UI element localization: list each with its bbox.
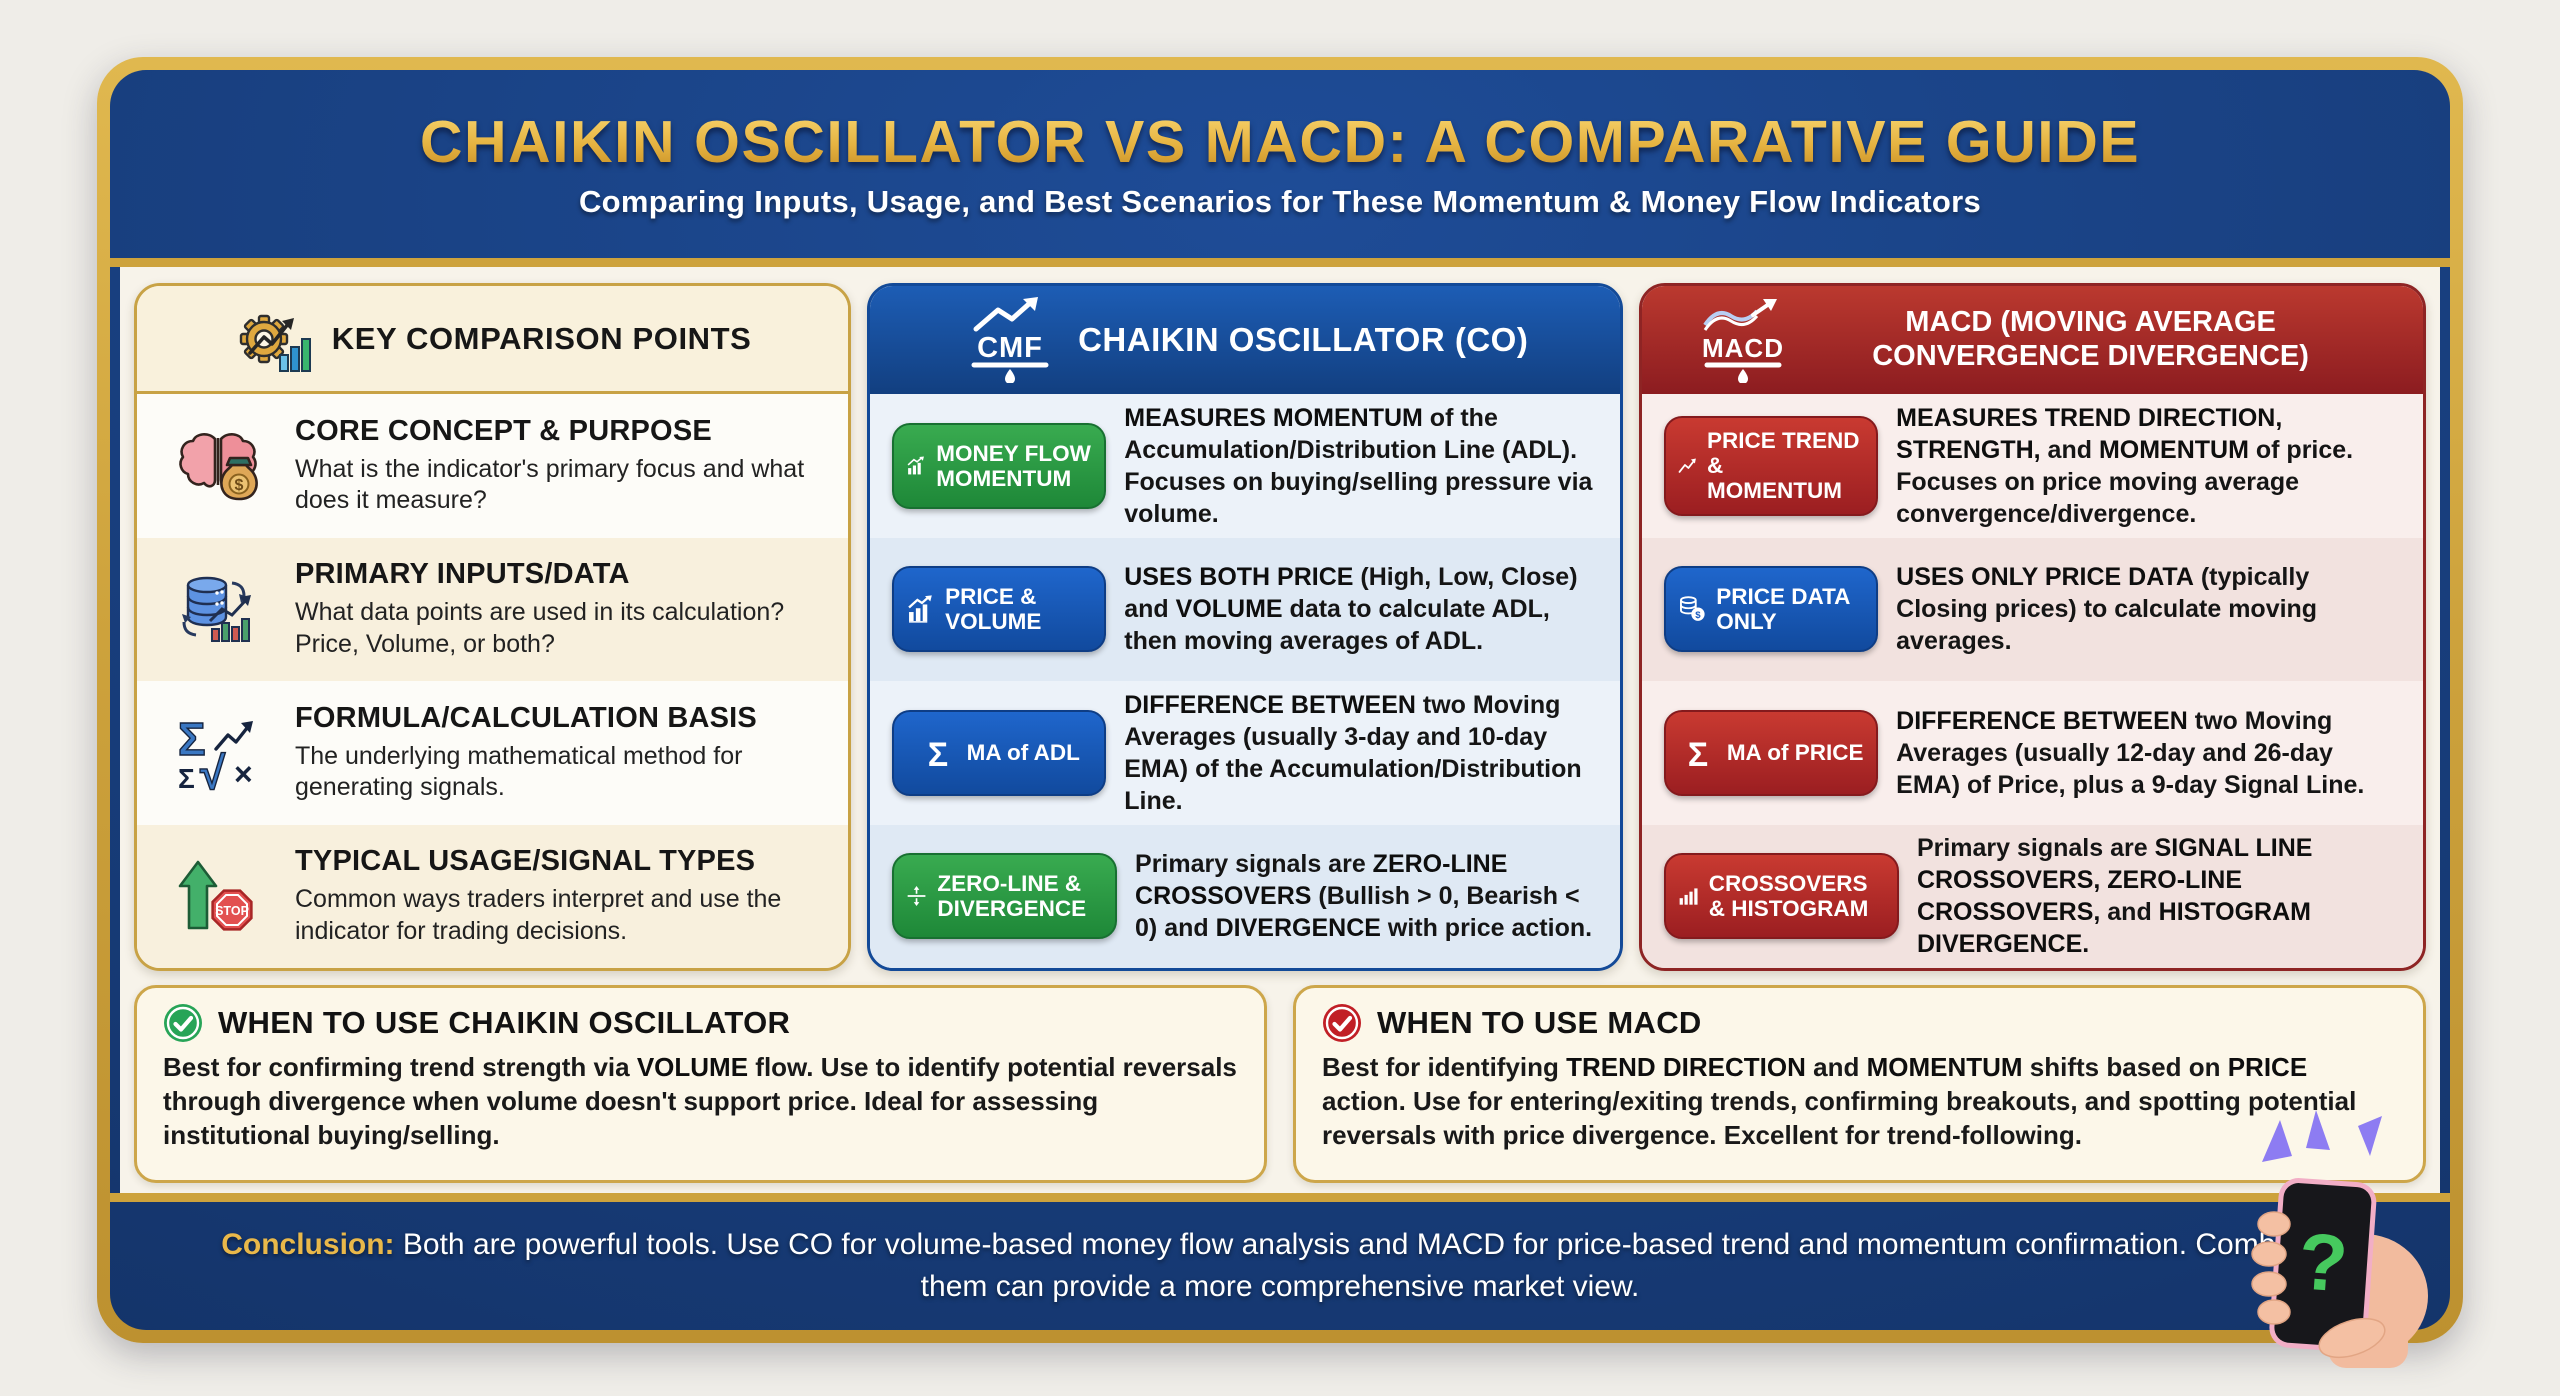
when-to-use-macd-title: WHEN TO USE MACD	[1377, 1005, 1702, 1040]
svg-text:$: $	[1695, 610, 1701, 621]
row-title: TYPICAL USAGE/SIGNAL TYPES	[295, 845, 756, 877]
page-subtitle: Comparing Inputs, Usage, and Best Scenar…	[578, 184, 1982, 219]
macd-row-text: USES ONLY PRICE DATA (typically Closing …	[1896, 563, 2318, 656]
ma-of-adl-badge: Σ MA of ADL	[892, 709, 1107, 796]
macd-row-concept: PRICE TREND & MOMENTUM MEASURES TREND DI…	[1642, 394, 2423, 538]
key-comparison-title: KEY COMPARISON POINTS	[331, 320, 752, 356]
content-band: KEY COMPARISON POINTS	[110, 258, 2450, 1202]
key-comparison-column: KEY COMPARISON POINTS	[134, 283, 852, 971]
row-desc: What data points are used in its calcula…	[295, 598, 785, 658]
row-title: CORE CONCEPT & PURPOSE	[295, 414, 712, 447]
bar-chart-arrow-icon	[908, 595, 933, 623]
math-formula-icon: Σ Σ √ ×	[177, 715, 253, 791]
svg-text:×: ×	[234, 756, 253, 791]
conclusion-body: Both are powerful tools. Use CO for volu…	[402, 1228, 2339, 1303]
phone: ?	[2269, 1178, 2377, 1352]
when-to-use-chaikin-box: WHEN TO USE CHAIKIN OSCILLATOR Best for …	[134, 985, 1267, 1183]
sigma-icon: Σ	[927, 736, 947, 771]
svg-text:Σ: Σ	[927, 736, 947, 771]
when-to-use-macd-box: WHEN TO USE MACD Best for identifying TR…	[1293, 985, 2426, 1183]
crossovers-histogram-badge: CROSSOVERS & HISTOGRAM	[1664, 853, 1899, 940]
bar-chart-arrow-icon	[907, 456, 925, 475]
comparison-row-core-concept: $ CORE CONCEPT & PURPOSE What is the ind…	[137, 394, 849, 538]
zero-line-divergence-badge: ZERO-LINE & DIVERGENCE	[892, 853, 1118, 940]
co-row-formula: Σ MA of ADL DIFFERENCE BETWEEN two Movin…	[870, 681, 1621, 825]
conclusion-label: Conclusion:	[221, 1228, 395, 1261]
coins-icon: $	[1680, 596, 1705, 621]
macd-row-inputs: $ PRICE DATA ONLY USES ONLY PRICE DATA (…	[1642, 537, 2423, 681]
database-chart-icon	[182, 577, 251, 643]
chaikin-oscillator-header: CMF CHAIKIN OSCILLATOR (CO)	[870, 286, 1621, 394]
price-data-only-badge: $ PRICE DATA ONLY	[1664, 566, 1879, 653]
chaikin-oscillator-title: CHAIKIN OSCILLATOR (CO)	[1078, 321, 1529, 358]
macd-row-text: MEASURES TREND DIRECTION, STRENGTH, and …	[1896, 403, 2354, 528]
macd-row-text: Primary signals are SIGNAL LINE CROSSOVE…	[1916, 834, 2313, 959]
arrow-stop-icon: STOP	[178, 860, 253, 931]
row-desc: What is the indicator's primary focus an…	[295, 454, 805, 515]
hand-fingers	[2251, 1211, 2386, 1359]
ma-of-price-badge: Σ MA of PRICE	[1664, 709, 1879, 796]
histogram-icon	[1679, 888, 1698, 905]
question-mark-icon: ?	[2296, 1216, 2351, 1308]
chaikin-oscillator-column: CMF CHAIKIN OSCILLATOR (CO)	[867, 283, 1624, 971]
money-flow-momentum-badge: MONEY FLOW MOMENTUM	[892, 422, 1107, 509]
comparison-columns: KEY COMPARISON POINTS	[134, 283, 2426, 971]
page-title: CHAIKIN OSCILLATOR VS MACD: A COMPARATIV…	[419, 109, 2141, 175]
when-to-use-chaikin-text: Best for confirming trend strength via V…	[163, 1052, 1237, 1150]
sigma-icon: Σ	[1688, 736, 1708, 771]
when-to-use-chaikin-title: WHEN TO USE CHAIKIN OSCILLATOR	[218, 1005, 791, 1040]
infographic-panel: CHAIKIN OSCILLATOR VS MACD: A COMPARATIV…	[110, 70, 2450, 1330]
macd-indicator-icon: MACD	[1702, 299, 1784, 383]
green-check-icon	[164, 1004, 202, 1042]
co-row-inputs: PRICE & VOLUME USES BOTH PRICE (High, Lo…	[870, 537, 1621, 681]
svg-text:$: $	[235, 477, 244, 494]
co-row-text: MEASURES MOMENTUM of the Accumulation/Di…	[1124, 403, 1593, 528]
brain-money-icon: $	[179, 432, 258, 501]
row-title: FORMULA/CALCULATION BASIS	[295, 701, 757, 734]
conclusion-bar: Conclusion: Both are powerful tools. Use…	[110, 1202, 2450, 1330]
when-to-use-row: WHEN TO USE CHAIKIN OSCILLATOR Best for …	[134, 985, 2426, 1183]
conclusion-text: Conclusion: Both are powerful tools. Use…	[220, 1224, 2340, 1308]
comparison-row-primary-inputs: PRIMARY INPUTS/DATA What data points are…	[137, 537, 849, 681]
key-comparison-header: KEY COMPARISON POINTS	[137, 286, 849, 394]
cmf-indicator-icon: CMF	[971, 297, 1049, 383]
svg-text:CMF: CMF	[977, 332, 1043, 364]
header: CHAIKIN OSCILLATOR VS MACD: A COMPARATIV…	[110, 70, 2450, 258]
macd-row-formula: Σ MA of PRICE DIFFERENCE BETWEEN two Mov…	[1642, 681, 2423, 825]
comparison-row-formula-basis: Σ Σ √ × FORMULA/CALCULATION BASIS	[137, 681, 849, 825]
svg-text:Σ: Σ	[178, 763, 195, 791]
hand-phone-illustration: ?	[2212, 1098, 2442, 1368]
trend-arrow-icon	[1678, 458, 1697, 473]
macd-row-signals: CROSSOVERS & HISTOGRAM Primary signals a…	[1642, 824, 2423, 968]
comparison-row-typical-usage: STOP TYPICAL USAGE/SIGNAL TYPES Common w…	[137, 824, 849, 968]
red-check-icon	[1323, 1004, 1361, 1042]
row-desc: Common ways traders interpret and use th…	[295, 885, 782, 945]
macd-header: MACD MACD (MOVING AVERAGE CONVERGENCE DI…	[1642, 286, 2423, 394]
svg-text:Σ: Σ	[1688, 736, 1708, 771]
co-row-signals: ZERO-LINE & DIVERGENCE Primary signals a…	[870, 824, 1621, 968]
co-row-text: Primary signals are ZERO-LINE CROSSOVERS…	[1135, 850, 1593, 943]
hand-phone-graphic: ?	[2251, 1110, 2428, 1368]
purple-sparks-icon	[2262, 1110, 2382, 1162]
when-to-use-macd-text: Best for identifying TREND DIRECTION and…	[1322, 1052, 2357, 1150]
macd-row-text: DIFFERENCE BETWEEN two Moving Averages (…	[1896, 706, 2365, 799]
svg-text:STOP: STOP	[215, 904, 249, 918]
row-desc: The underlying mathematical method for g…	[295, 741, 743, 802]
gear-chart-icon	[239, 314, 311, 372]
co-row-text: USES BOTH PRICE (High, Low, Close) and V…	[1124, 563, 1578, 656]
svg-text:Σ: Σ	[178, 715, 206, 765]
co-row-text: DIFFERENCE BETWEEN two Moving Averages (…	[1124, 690, 1582, 815]
svg-text:MACD: MACD	[1702, 333, 1784, 363]
row-title: PRIMARY INPUTS/DATA	[295, 558, 630, 590]
zero-line-arrows-icon	[907, 886, 926, 907]
price-volume-badge: PRICE & VOLUME	[892, 566, 1107, 653]
price-trend-momentum-badge: PRICE TREND & MOMENTUM	[1664, 415, 1879, 516]
macd-title: MACD (MOVING AVERAGE CONVERGENCE DIVERGE…	[1872, 306, 2309, 372]
macd-column: MACD MACD (MOVING AVERAGE CONVERGENCE DI…	[1639, 283, 2426, 971]
svg-text:√: √	[200, 747, 226, 791]
co-row-concept: MONEY FLOW MOMENTUM MEASURES MOMENTUM of…	[870, 394, 1621, 538]
infographic-frame: CHAIKIN OSCILLATOR VS MACD: A COMPARATIV…	[97, 57, 2463, 1343]
content-area: KEY COMPARISON POINTS	[120, 267, 2440, 1193]
